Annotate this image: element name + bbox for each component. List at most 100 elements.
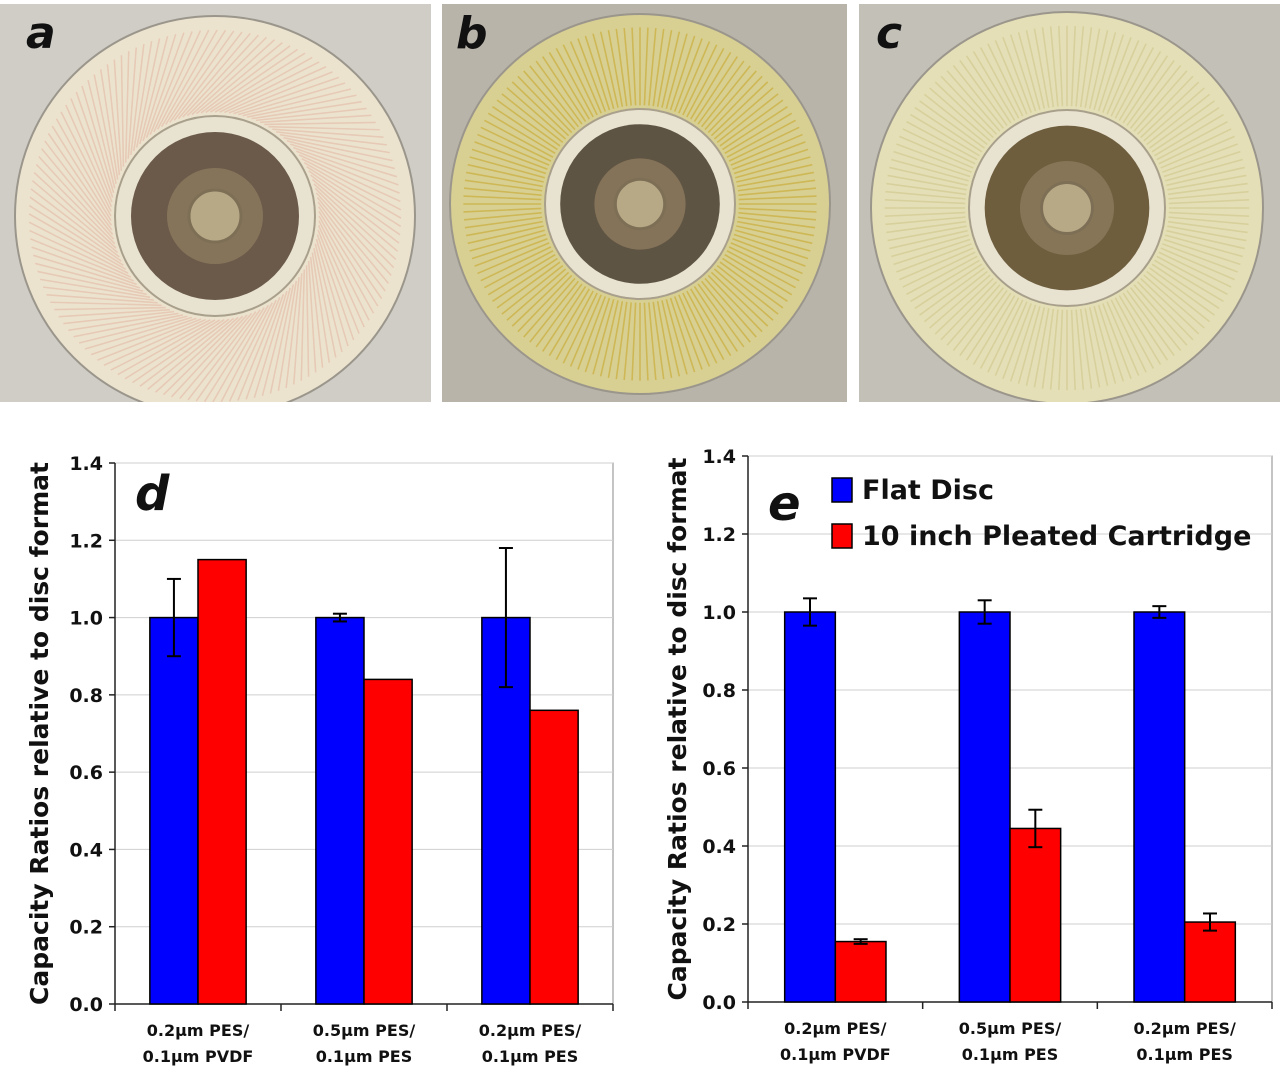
pleat-line: [919, 267, 986, 316]
pleat-line: [251, 100, 362, 120]
pleat-line: [195, 309, 261, 402]
pleat-line: [1017, 306, 1041, 384]
pleat-line: [480, 126, 552, 162]
pleat-line: [149, 31, 193, 135]
pleat-line: [156, 29, 210, 130]
pleat-line: [548, 51, 591, 120]
pleat-line: [730, 133, 803, 166]
pleat-line: [286, 140, 396, 170]
pleat-line: [592, 299, 615, 375]
x-category-label: 0.1µm PES: [482, 1047, 579, 1066]
pleat-line: [1075, 309, 1085, 390]
pleat-line: [1167, 220, 1248, 234]
pleat-line: [1025, 30, 1046, 109]
pleat-line: [529, 65, 580, 128]
pleat-line: [541, 56, 587, 122]
pleat-line: [47, 132, 113, 226]
pleat-line: [946, 70, 1001, 132]
pleat-line: [316, 196, 389, 284]
pleat-line: [471, 148, 547, 175]
pleat-line: [713, 268, 774, 321]
y-axis-label: Capacity Ratios relative to disc format: [25, 462, 54, 1005]
pleat-line: [311, 178, 399, 252]
pleat-line: [276, 131, 387, 146]
pleat-line: [733, 233, 809, 260]
pleat-line: [669, 297, 696, 373]
pleat-line: [623, 302, 632, 381]
panel-letter-c: c: [876, 8, 903, 59]
pleat-line: [682, 292, 718, 364]
pleat-line: [228, 71, 333, 114]
pleat-line: [1133, 70, 1188, 132]
pleat-line: [656, 29, 673, 107]
pleat-line: [120, 55, 125, 167]
pleat-line: [318, 215, 375, 314]
pleat-line: [541, 286, 587, 352]
pleat-line: [93, 74, 117, 185]
pleat-line: [1129, 287, 1182, 352]
pleat-line: [484, 250, 554, 289]
pleat-line: [732, 141, 806, 171]
y-tick-label: 0.6: [702, 758, 736, 780]
pleat-line: [1126, 60, 1175, 127]
pleat-line: [464, 179, 543, 192]
y-tick-label: 0.8: [69, 685, 103, 707]
pleat-line: [607, 29, 624, 107]
pleat-line: [710, 81, 769, 137]
pleat-line: [1097, 304, 1125, 382]
pleat-line: [1136, 281, 1194, 341]
pleat-line: [885, 216, 966, 226]
pleat-line: [496, 261, 561, 309]
pleat-line: [704, 277, 757, 338]
y-tick-label: 1.2: [69, 530, 103, 552]
pleat-line: [707, 75, 763, 134]
photo-a-image: [0, 4, 431, 402]
pleat-line: [615, 28, 628, 107]
pleat-line: [317, 201, 386, 292]
core-hub: [187, 188, 243, 244]
x-category-label: 0.2µm PES/: [147, 1021, 250, 1040]
pleat-line: [965, 55, 1012, 124]
pleat-line: [548, 288, 591, 357]
y-tick-label: 1.0: [702, 602, 736, 624]
pleat-line: [1002, 37, 1032, 113]
pleat-line: [179, 312, 253, 400]
pleat-line: [147, 317, 235, 390]
pleat-line: [648, 27, 657, 106]
panel-letter-b: b: [456, 8, 488, 59]
pleat-line: [952, 64, 1005, 129]
pleat-line: [1148, 100, 1215, 149]
pleat-line: [124, 319, 221, 380]
pleat-line: [584, 35, 611, 111]
core-hub: [1040, 181, 1094, 235]
pleat-line: [99, 69, 119, 180]
pleat-line: [233, 76, 340, 115]
pleat-line: [1110, 299, 1147, 373]
bar-series1: [149, 616, 199, 1005]
pleat-line: [1156, 120, 1228, 161]
pleat-line: [919, 100, 986, 149]
pleat-line: [719, 261, 784, 309]
pleat-line: [693, 56, 739, 122]
pleat-line: [177, 32, 251, 120]
y-tick-label: 0.6: [69, 762, 103, 784]
pleat-line: [686, 290, 725, 360]
pleat-line: [1097, 34, 1125, 112]
pleat-line: [35, 163, 116, 245]
pleat-line: [44, 140, 113, 231]
pleat-line: [1165, 234, 1243, 258]
pleat-line: [135, 38, 161, 148]
x-category-label: 0.1µm PVDF: [780, 1045, 891, 1064]
pleat-line: [1148, 267, 1215, 316]
pleat-line: [142, 33, 177, 142]
pleat-line: [736, 225, 813, 245]
pleat-line: [1140, 81, 1200, 139]
pleat-line: [599, 31, 619, 108]
pleat-line: [914, 106, 983, 153]
pleat-line: [1009, 304, 1037, 382]
pleat-line: [1160, 247, 1235, 281]
pleat-line: [577, 296, 607, 370]
pleat-line: [316, 234, 355, 341]
pleat-line: [1033, 28, 1050, 108]
pleat-line: [30, 238, 134, 282]
